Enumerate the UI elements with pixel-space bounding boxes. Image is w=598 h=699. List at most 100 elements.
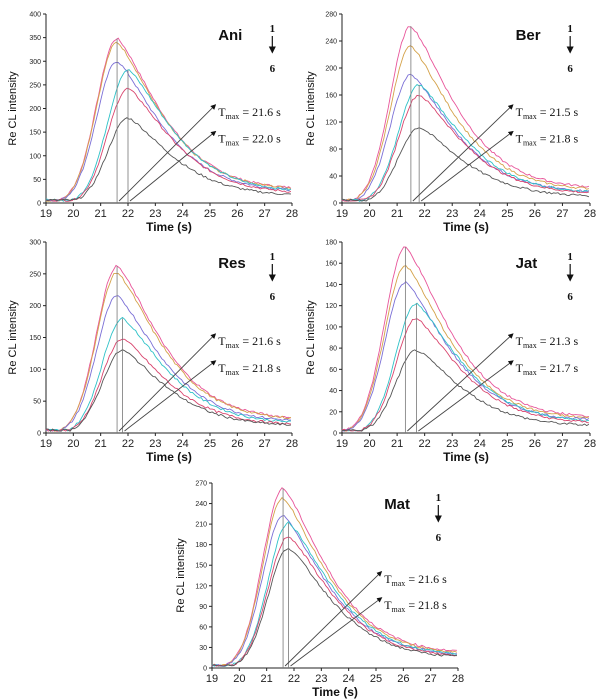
series-line-1: [341, 246, 589, 432]
y-tick-label: 30: [199, 645, 207, 652]
y-tick-label: 200: [325, 66, 337, 73]
x-axis-title: Time (s): [443, 450, 489, 464]
panel-name: Mat: [384, 496, 410, 513]
x-tick-label: 27: [425, 673, 437, 685]
y-tick-label: 0: [203, 666, 207, 673]
y-tick-label: 90: [199, 604, 207, 611]
y-tick-label: 50: [33, 177, 41, 184]
y-tick-label: 250: [29, 82, 41, 89]
series-line-3: [341, 281, 590, 432]
series-line-2: [211, 497, 458, 667]
y-tick-label: 60: [329, 367, 337, 374]
y-tick-label: 240: [195, 501, 207, 508]
y-axis-title: Re CL intensity: [7, 71, 19, 146]
x-tick-label: 27: [556, 438, 568, 450]
x-tick-label: 22: [419, 208, 431, 220]
tmax-label-value: = 21.5 s: [537, 105, 579, 119]
tmax-label-symbol: T: [384, 572, 392, 586]
series-line-6: [341, 127, 590, 202]
panel-ani: 0 50 100 150 200 250 300 350 400 19 20 21 22 23 24 25 26…: [7, 12, 298, 235]
x-axis-title: Time (s): [312, 685, 358, 699]
x-tick-label: 21: [391, 438, 403, 450]
tmax-label: Tmax = 21.8 s: [384, 598, 447, 614]
tmax-label-sub: max: [392, 605, 406, 614]
x-tick-label: 21: [391, 208, 403, 220]
tmax-label-symbol: T: [516, 334, 524, 348]
panel-name: Ani: [218, 27, 242, 44]
tmax-pointer: [284, 571, 383, 667]
y-tick-label: 0: [333, 201, 337, 208]
x-tick-label: 26: [231, 208, 243, 220]
x-tick-label: 28: [584, 438, 596, 450]
y-tick-label: 120: [195, 583, 207, 590]
y-tick-label: 60: [199, 624, 207, 631]
series-line-6: [341, 349, 590, 432]
y-tick-label: 120: [325, 303, 337, 310]
x-tick-label: 22: [122, 208, 134, 220]
x-tick-label: 27: [259, 208, 271, 220]
x-tick-label: 19: [206, 673, 218, 685]
series-line-2: [45, 41, 292, 202]
x-tick-label: 21: [95, 438, 107, 450]
series-line-5: [341, 94, 590, 202]
y-tick-label: 120: [325, 120, 337, 127]
series-line-3: [341, 73, 590, 202]
y-tick-label: 40: [329, 388, 337, 395]
x-axis-title: Time (s): [443, 220, 489, 234]
series-line-2: [45, 272, 292, 432]
y-tick-label: 300: [29, 240, 41, 247]
x-tick-label: 22: [419, 438, 431, 450]
tmax-label-sub: max: [226, 139, 240, 148]
x-tick-label: 27: [259, 438, 271, 450]
tmax-label-sub: max: [226, 368, 240, 377]
series-line-6: [45, 117, 291, 202]
x-tick-label: 19: [336, 208, 348, 220]
tmax-pointer: [407, 333, 514, 432]
series-line-2: [341, 45, 590, 202]
series-index-top: 1: [436, 492, 442, 504]
tmax-label-symbol: T: [516, 361, 524, 375]
y-tick-label: 280: [325, 12, 337, 19]
tmax-label-value: = 21.3 s: [537, 334, 579, 348]
series-index-top: 1: [567, 251, 573, 263]
y-tick-label: 300: [29, 59, 41, 66]
y-tick-label: 80: [329, 147, 337, 154]
x-tick-label: 19: [40, 438, 52, 450]
x-tick-label: 25: [501, 438, 513, 450]
y-axis-title: Re CL intensity: [305, 71, 317, 146]
y-tick-label: 150: [29, 130, 41, 137]
x-tick-label: 28: [286, 208, 298, 220]
y-axis-title: Re CL intensity: [305, 300, 317, 375]
tmax-label: Tmax = 22.0 s: [218, 132, 281, 148]
tmax-label-symbol: T: [218, 105, 226, 119]
tmax-pointer: [118, 333, 217, 432]
tmax-label: Tmax = 21.6 s: [384, 572, 447, 588]
tmax-label-symbol: T: [218, 132, 226, 146]
y-tick-label: 0: [37, 201, 41, 208]
tmax-label: Tmax = 21.3 s: [516, 334, 579, 350]
tmax-label-value: = 21.8 s: [405, 598, 447, 612]
x-tick-label: 20: [233, 673, 245, 685]
series-index-bottom: 6: [436, 532, 442, 544]
x-axis-title: Time (s): [146, 450, 192, 464]
series-line-5: [46, 338, 291, 432]
tmax-label-value: = 22.0 s: [239, 132, 281, 146]
tmax-label-sub: max: [226, 112, 240, 121]
y-tick-label: 20: [329, 409, 337, 416]
x-tick-label: 20: [363, 208, 375, 220]
y-tick-label: 100: [325, 324, 337, 331]
series-line-6: [212, 547, 457, 667]
y-tick-label: 180: [325, 240, 337, 247]
series-index-top: 1: [270, 251, 276, 263]
series-line-6: [45, 349, 291, 432]
tmax-pointer: [124, 360, 217, 432]
tmax-pointer: [290, 597, 383, 667]
series-line-5: [342, 318, 589, 432]
tmax-label: Tmax = 21.7 s: [516, 361, 579, 377]
y-tick-label: 0: [333, 431, 337, 438]
x-tick-label: 24: [474, 438, 486, 450]
tmax-label-value: = 21.8 s: [239, 361, 281, 375]
tmax-label: Tmax = 21.5 s: [516, 105, 579, 121]
series-line-3: [45, 295, 291, 432]
x-tick-label: 26: [231, 438, 243, 450]
